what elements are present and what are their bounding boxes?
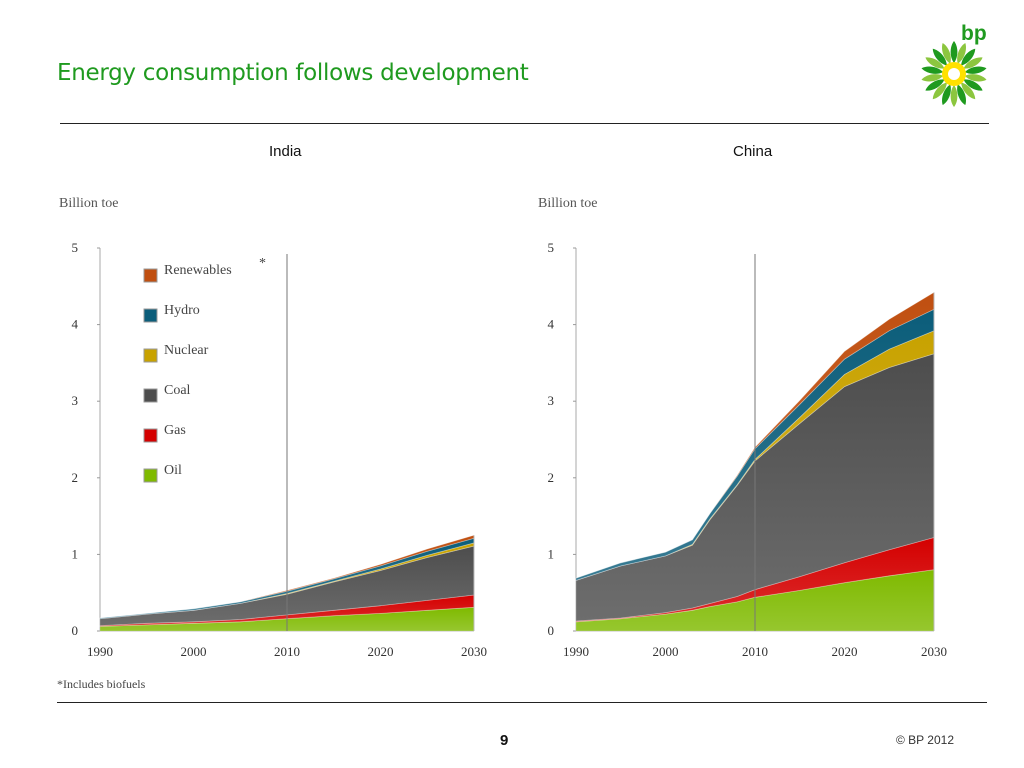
x-tick-label: 2010 — [742, 644, 768, 659]
x-tick-label: 2000 — [181, 644, 207, 659]
legend-label: Renewables — [164, 263, 232, 278]
legend-label: Gas — [164, 423, 186, 438]
y-tick-label: 4 — [72, 317, 79, 332]
legend-item-nuclear: Nuclear — [143, 343, 209, 363]
copyright: © BP 2012 — [896, 733, 954, 747]
y-tick-label: 0 — [548, 623, 555, 638]
legend-item-gas: Gas — [143, 423, 186, 443]
legend-swatch — [143, 308, 158, 323]
legend-swatch — [143, 268, 158, 283]
x-tick-label: 1990 — [563, 644, 589, 659]
legend-label: Coal — [164, 383, 191, 398]
y-tick-label: 0 — [72, 623, 79, 638]
legend-item-coal: Coal — [143, 383, 191, 403]
bp-helios-icon — [921, 41, 987, 107]
china-unit-label: Billion toe — [538, 196, 598, 211]
legend-swatch — [143, 388, 158, 403]
legend-swatch — [143, 348, 158, 363]
footer-divider — [57, 702, 987, 703]
x-tick-label: 2020 — [368, 644, 394, 659]
x-tick-label: 2000 — [653, 644, 679, 659]
y-tick-label: 4 — [548, 317, 555, 332]
x-tick-label: 2020 — [832, 644, 858, 659]
bp-logo-text: bp — [961, 22, 987, 45]
legend-label: Nuclear — [164, 343, 209, 358]
x-tick-label: 1990 — [87, 644, 113, 659]
y-tick-label: 3 — [72, 393, 79, 408]
y-tick-label: 2 — [72, 470, 79, 485]
china-area-chart: 0 1 2 3 4 5 1990 2000 2010 2020 2030 — [548, 240, 948, 659]
page-title: Energy consumption follows development — [57, 60, 529, 86]
footnote: *Includes biofuels — [57, 677, 146, 691]
legend-item-renewables: Renewables — [143, 263, 232, 283]
india-area-chart: 0 1 2 3 4 5 1990 2000 2010 2020 2030 Renewables Hydr… — [72, 240, 488, 659]
y-tick-label: 5 — [548, 240, 555, 255]
legend-item-oil: Oil — [143, 463, 182, 483]
legend-label: Hydro — [164, 303, 200, 318]
x-tick-label: 2030 — [921, 644, 947, 659]
legend-note: * — [259, 256, 266, 271]
legend-label: Oil — [164, 463, 182, 478]
x-tick-label: 2010 — [274, 644, 300, 659]
bp-helios-logo — [920, 26, 990, 110]
header-divider — [60, 123, 989, 124]
china-chart-title: China — [733, 143, 773, 160]
y-tick-label: 1 — [548, 546, 555, 561]
y-tick-label: 1 — [72, 546, 79, 561]
india-unit-label: Billion toe — [59, 196, 119, 211]
legend-swatch — [143, 428, 158, 443]
legend-swatch — [143, 468, 158, 483]
india-chart-title: India — [269, 143, 302, 160]
y-tick-label: 2 — [548, 470, 555, 485]
y-tick-label: 5 — [72, 240, 79, 255]
page-number: 9 — [500, 732, 509, 749]
x-tick-label: 2030 — [461, 644, 487, 659]
y-tick-label: 3 — [548, 393, 555, 408]
legend-item-hydro: Hydro — [143, 303, 200, 323]
